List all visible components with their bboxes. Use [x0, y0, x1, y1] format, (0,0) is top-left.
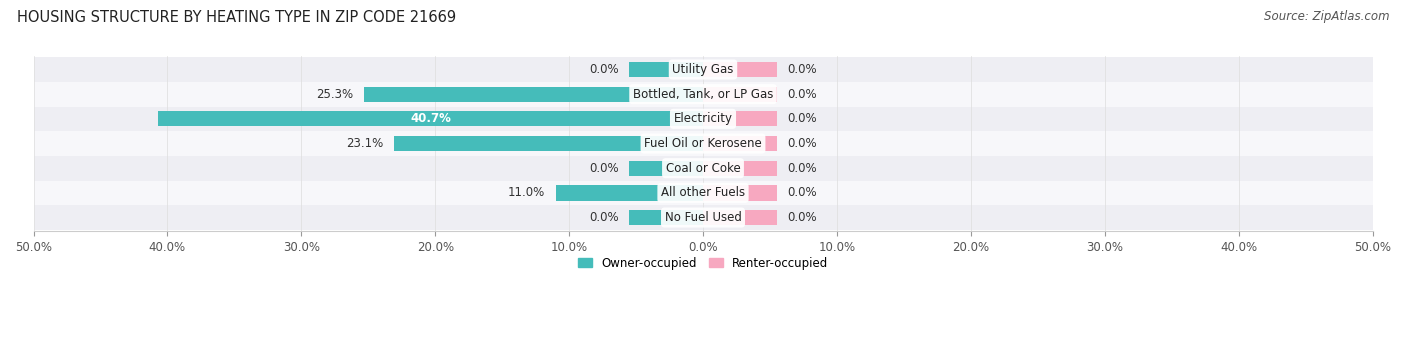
Legend: Owner-occupied, Renter-occupied: Owner-occupied, Renter-occupied — [572, 252, 834, 274]
Bar — [703, 111, 776, 127]
Text: 0.0%: 0.0% — [589, 63, 619, 76]
Bar — [703, 210, 776, 225]
Text: HOUSING STRUCTURE BY HEATING TYPE IN ZIP CODE 21669: HOUSING STRUCTURE BY HEATING TYPE IN ZIP… — [17, 10, 456, 25]
Text: Source: ZipAtlas.com: Source: ZipAtlas.com — [1264, 10, 1389, 23]
Bar — [34, 180, 1372, 205]
Text: 0.0%: 0.0% — [787, 187, 817, 199]
Text: All other Fuels: All other Fuels — [661, 187, 745, 199]
Text: 0.0%: 0.0% — [787, 162, 817, 175]
Bar — [703, 62, 776, 77]
Bar — [555, 185, 703, 201]
Text: Coal or Coke: Coal or Coke — [665, 162, 741, 175]
Text: 40.7%: 40.7% — [411, 112, 451, 125]
Bar — [630, 62, 703, 77]
Bar — [703, 161, 776, 176]
Text: Bottled, Tank, or LP Gas: Bottled, Tank, or LP Gas — [633, 88, 773, 101]
Bar — [630, 161, 703, 176]
Text: 0.0%: 0.0% — [787, 112, 817, 125]
Bar — [703, 136, 776, 151]
Bar — [34, 131, 1372, 156]
Bar — [157, 111, 703, 127]
Text: 11.0%: 11.0% — [508, 187, 546, 199]
Bar — [34, 106, 1372, 131]
Bar — [703, 87, 776, 102]
Text: Fuel Oil or Kerosene: Fuel Oil or Kerosene — [644, 137, 762, 150]
Text: 23.1%: 23.1% — [346, 137, 382, 150]
Text: Utility Gas: Utility Gas — [672, 63, 734, 76]
Bar — [34, 156, 1372, 180]
Bar — [34, 57, 1372, 82]
Bar — [630, 210, 703, 225]
Bar — [703, 185, 776, 201]
Text: 0.0%: 0.0% — [787, 211, 817, 224]
Bar — [34, 205, 1372, 230]
Text: 0.0%: 0.0% — [787, 137, 817, 150]
Text: 0.0%: 0.0% — [787, 88, 817, 101]
Text: Electricity: Electricity — [673, 112, 733, 125]
Bar — [34, 82, 1372, 106]
Text: No Fuel Used: No Fuel Used — [665, 211, 741, 224]
Text: 0.0%: 0.0% — [589, 211, 619, 224]
Bar — [394, 136, 703, 151]
Bar — [364, 87, 703, 102]
Text: 0.0%: 0.0% — [589, 162, 619, 175]
Text: 25.3%: 25.3% — [316, 88, 353, 101]
Text: 0.0%: 0.0% — [787, 63, 817, 76]
